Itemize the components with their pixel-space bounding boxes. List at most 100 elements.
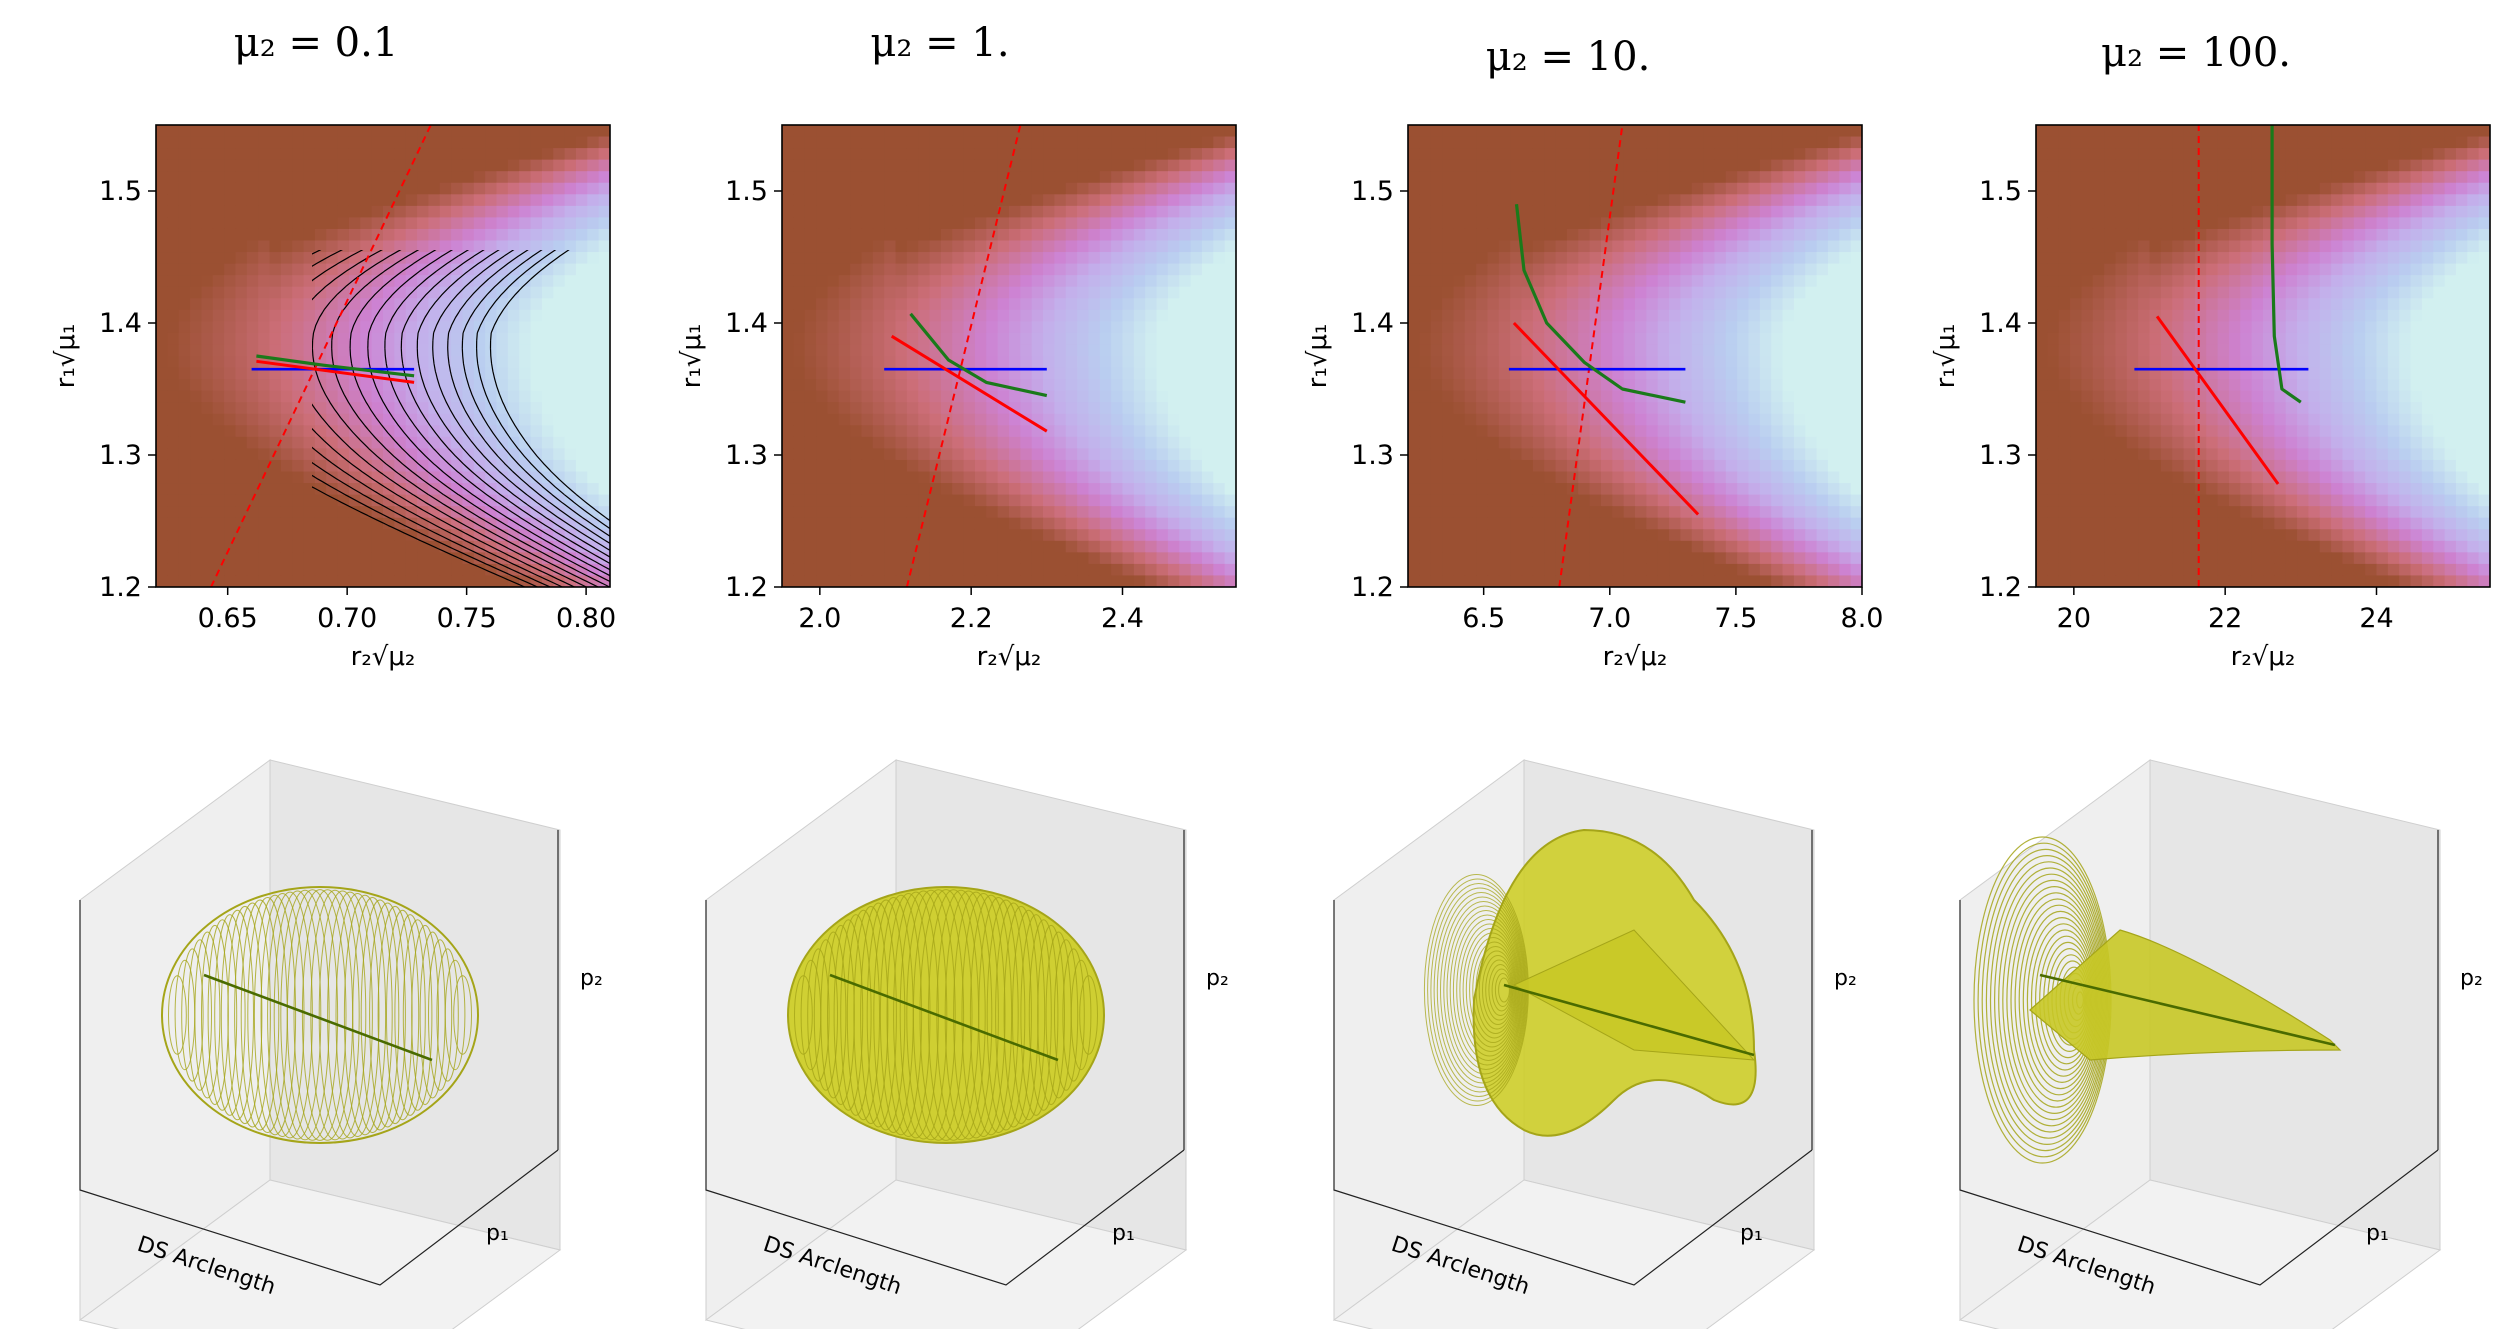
mesh-ring xyxy=(846,909,880,1121)
mesh-ring xyxy=(1482,955,1514,1025)
y-axis-label: r₁√μ₁ xyxy=(1931,324,1961,389)
mesh-ring xyxy=(436,948,459,1082)
mesh-ring xyxy=(912,889,965,1141)
ds-surface-mesh xyxy=(161,886,479,1144)
ds-surface-mesh xyxy=(787,886,1105,1144)
surface-outline xyxy=(161,886,479,1144)
mesh-ring xyxy=(860,902,897,1128)
mesh-ring xyxy=(953,891,999,1139)
mesh-ring xyxy=(318,890,367,1140)
x-axis-label: r₂√μ₂ xyxy=(2231,642,2296,672)
y-tick-label: 1.5 xyxy=(725,176,768,207)
surface-fin xyxy=(1512,929,1756,1061)
contour-panel-3: μ₂ = 10. 6.5 7.0 7.5 8.0 1.2 1.3 1.4 1.5 r₂√μ₂ r₁√… xyxy=(1303,34,1883,672)
ds-surface-mesh xyxy=(1423,828,1757,1137)
plot-frame xyxy=(2035,124,2491,588)
mesh-ring xyxy=(181,948,204,1082)
plot-frame xyxy=(155,124,611,588)
y-axis-label: r₁√μ₁ xyxy=(51,324,81,389)
plot-frame xyxy=(781,124,1237,588)
mesh-ring xyxy=(240,899,280,1131)
mesh-ring xyxy=(919,889,973,1141)
x-tick-label: 2.0 xyxy=(798,603,841,634)
red-line xyxy=(256,359,415,384)
p1-label: p₁ xyxy=(1112,1221,1135,1246)
mesh-ring xyxy=(986,899,1026,1131)
y-tick-label: 1.4 xyxy=(725,308,768,339)
contour-fill xyxy=(2036,125,2490,587)
periodic-orbit-line xyxy=(1503,983,1755,1057)
p1-label: p₁ xyxy=(2366,1221,2389,1246)
mesh-ring xyxy=(840,914,872,1116)
y-axis-label: r₁√μ₁ xyxy=(1303,324,1333,389)
y-tick-label: 1.3 xyxy=(1979,440,2022,471)
axis-lines xyxy=(1959,900,2439,1286)
pane-back xyxy=(269,759,561,1251)
mesh-ring xyxy=(1478,950,1515,1030)
mesh-ring xyxy=(866,899,906,1131)
mesh-ring xyxy=(1070,959,1092,1071)
panel-title: μ₂ = 1. xyxy=(870,20,1009,66)
p2-label: p₂ xyxy=(2460,966,2483,991)
mesh-ring xyxy=(813,939,839,1091)
contour-panel-1: μ₂ = 0.1 0.65 0.70 0.75 0.80 1.2 1.3 1.4 1.5 r₂√μ… xyxy=(51,20,616,672)
mesh-ring xyxy=(411,924,440,1106)
overlay-curves xyxy=(884,125,1048,587)
y-tick-label: 1.4 xyxy=(1979,308,2022,339)
y-tick-label: 1.2 xyxy=(1979,572,2022,603)
mesh-ring xyxy=(168,975,187,1055)
mesh-ring xyxy=(906,889,956,1141)
mesh-ring xyxy=(327,891,373,1139)
mesh-ring xyxy=(1485,959,1514,1021)
x-tick-label: 0.75 xyxy=(437,603,497,634)
mesh-ring xyxy=(260,893,305,1137)
x-tick-label: 2.2 xyxy=(950,603,993,634)
contour-fill xyxy=(1408,125,1862,587)
x-tick-label: 2.4 xyxy=(1101,603,1144,634)
x-tick-label: 0.80 xyxy=(556,603,616,634)
mesh-ring xyxy=(1054,939,1079,1091)
mesh-ring xyxy=(386,909,420,1121)
mesh-ring xyxy=(453,975,473,1055)
mesh-ring xyxy=(1028,919,1059,1111)
mesh-ring xyxy=(833,919,864,1111)
p2-label: p₂ xyxy=(1834,966,1857,991)
mesh-ring xyxy=(1475,946,1516,1034)
pane-floor xyxy=(704,1179,1188,1329)
x-tick-label: 0.70 xyxy=(317,603,377,634)
pane-floor xyxy=(78,1179,562,1329)
mesh-ring xyxy=(273,890,322,1140)
mesh-ring xyxy=(961,893,1006,1137)
mesh-ring xyxy=(807,948,830,1082)
pane-floor xyxy=(1332,1179,1816,1329)
y-tick-label: 1.2 xyxy=(1351,572,1394,603)
y-tick-label: 1.4 xyxy=(1351,308,1394,339)
y-tick-label: 1.3 xyxy=(1351,440,1394,471)
mesh-ring xyxy=(1062,948,1085,1082)
mesh-ring xyxy=(1488,964,1513,1016)
contour-fill xyxy=(156,125,610,587)
mesh-ring xyxy=(394,914,426,1116)
red-line xyxy=(890,334,1048,433)
mesh-ring xyxy=(293,889,347,1141)
mesh-ring xyxy=(995,902,1032,1128)
green-curve xyxy=(256,354,415,378)
p2-label: p₂ xyxy=(1206,966,1229,991)
dividing-surface-dashed-line xyxy=(1558,125,1624,587)
panel-title: μ₂ = 100. xyxy=(2101,30,2291,76)
mesh-ring xyxy=(1472,941,1517,1039)
mesh-ring xyxy=(1012,909,1046,1121)
axis-lines xyxy=(1333,900,1813,1286)
mesh-ring xyxy=(214,914,246,1116)
mesh-ring xyxy=(820,931,847,1099)
x-tick-label: 8.0 xyxy=(1841,603,1884,634)
mesh-ring xyxy=(1079,975,1099,1055)
surface-outline xyxy=(787,886,1105,1144)
mesh-ring xyxy=(286,889,339,1141)
y-tick-label: 1.3 xyxy=(99,440,142,471)
mesh-ring xyxy=(369,902,406,1128)
y-tick-label: 1.4 xyxy=(99,308,142,339)
panel-title: μ₂ = 10. xyxy=(1486,34,1651,80)
